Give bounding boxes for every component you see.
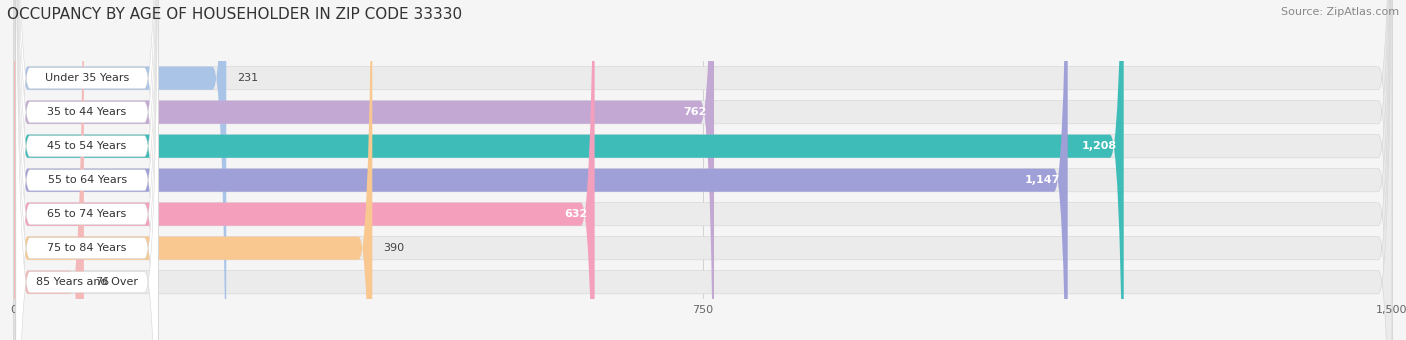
FancyBboxPatch shape <box>14 0 226 340</box>
FancyBboxPatch shape <box>15 0 159 340</box>
FancyBboxPatch shape <box>14 0 84 340</box>
FancyBboxPatch shape <box>15 0 159 340</box>
Text: 1,147: 1,147 <box>1025 175 1060 185</box>
Text: 85 Years and Over: 85 Years and Over <box>37 277 138 287</box>
FancyBboxPatch shape <box>14 0 595 340</box>
FancyBboxPatch shape <box>14 0 1392 340</box>
FancyBboxPatch shape <box>14 0 1067 340</box>
Text: Source: ZipAtlas.com: Source: ZipAtlas.com <box>1281 7 1399 17</box>
FancyBboxPatch shape <box>14 0 1392 340</box>
Text: 231: 231 <box>238 73 259 83</box>
FancyBboxPatch shape <box>14 0 1392 340</box>
Text: 55 to 64 Years: 55 to 64 Years <box>48 175 127 185</box>
Text: 1,208: 1,208 <box>1081 141 1116 151</box>
Text: OCCUPANCY BY AGE OF HOUSEHOLDER IN ZIP CODE 33330: OCCUPANCY BY AGE OF HOUSEHOLDER IN ZIP C… <box>7 7 463 22</box>
Text: 632: 632 <box>564 209 588 219</box>
FancyBboxPatch shape <box>15 0 159 340</box>
Text: 762: 762 <box>683 107 707 117</box>
Text: 65 to 74 Years: 65 to 74 Years <box>48 209 127 219</box>
FancyBboxPatch shape <box>14 0 1392 340</box>
Text: 76: 76 <box>94 277 110 287</box>
FancyBboxPatch shape <box>15 0 159 340</box>
FancyBboxPatch shape <box>14 0 1392 340</box>
FancyBboxPatch shape <box>14 0 714 340</box>
Text: 75 to 84 Years: 75 to 84 Years <box>48 243 127 253</box>
Text: 45 to 54 Years: 45 to 54 Years <box>48 141 127 151</box>
Text: Under 35 Years: Under 35 Years <box>45 73 129 83</box>
FancyBboxPatch shape <box>15 0 159 340</box>
Text: 35 to 44 Years: 35 to 44 Years <box>48 107 127 117</box>
FancyBboxPatch shape <box>14 0 1123 340</box>
FancyBboxPatch shape <box>15 0 159 340</box>
FancyBboxPatch shape <box>15 0 159 340</box>
FancyBboxPatch shape <box>14 0 373 340</box>
FancyBboxPatch shape <box>14 0 1392 340</box>
FancyBboxPatch shape <box>14 0 1392 340</box>
Text: 390: 390 <box>384 243 405 253</box>
